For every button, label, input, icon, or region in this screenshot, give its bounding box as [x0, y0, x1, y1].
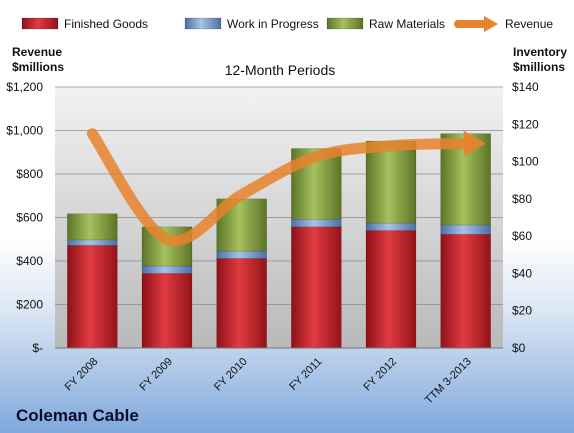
legend-label: Work in Progress: [227, 17, 319, 31]
x-tick-label: TTM 3-2013: [423, 356, 474, 407]
bar-raw-materials: [141, 226, 193, 267]
y-left-tick-label: $-: [32, 341, 43, 355]
bar-finished-goods: [291, 226, 342, 349]
y-left-axis-label-line2: $millions: [12, 60, 64, 74]
y-right-axis-label-line2: $millions: [513, 60, 565, 74]
company-title: Coleman Cable: [16, 406, 139, 425]
revenue-arrowhead: [463, 130, 486, 157]
bar-finished-goods: [216, 258, 267, 349]
legend-label: Revenue: [505, 17, 553, 31]
bar-work-in-progress: [67, 239, 118, 246]
y-right-tick-label: $140: [512, 80, 539, 94]
legend-swatch: [21, 17, 59, 30]
y-right-tick-label: $60: [512, 229, 532, 243]
bar-work-in-progress: [141, 265, 193, 274]
x-tick-label: FY 2009: [137, 356, 175, 394]
y-left-axis-label-line1: Revenue: [12, 45, 62, 59]
y-right-tick-label: $80: [512, 192, 532, 206]
y-right-axis-label-line1: Inventory: [513, 45, 567, 59]
x-tick-label: FY 2011: [287, 356, 324, 393]
bar-work-in-progress: [291, 219, 342, 228]
legend-label: Finished Goods: [64, 17, 148, 31]
x-tick-label: FY 2010: [212, 356, 250, 394]
legend-swatch: [184, 17, 222, 30]
x-tick-label: FY 2008: [63, 356, 101, 394]
y-left-tick-label: $800: [16, 167, 43, 181]
bar-work-in-progress: [216, 250, 267, 259]
bar-finished-goods: [440, 234, 491, 349]
legend-label: Raw Materials: [369, 17, 445, 31]
y-right-tick-label: $40: [512, 266, 532, 280]
y-right-tick-label: $100: [512, 155, 539, 169]
bar-raw-materials: [67, 213, 118, 241]
bar-finished-goods: [141, 273, 193, 349]
revenue-line: [86, 128, 472, 247]
y-left-tick-label: $1,000: [6, 124, 43, 138]
bar-finished-goods: [67, 245, 118, 349]
bar-work-in-progress: [365, 222, 417, 231]
y-right-tick-label: $20: [512, 304, 532, 318]
y-left-tick-label: $200: [16, 298, 43, 312]
y-left-tick-label: $400: [16, 254, 43, 268]
y-right-tick-label: $0: [512, 341, 526, 355]
y-left-tick-label: $1,200: [6, 80, 43, 94]
x-tick-label: FY 2012: [361, 356, 399, 394]
y-left-tick-label: $600: [16, 211, 43, 225]
bar-finished-goods: [365, 230, 417, 349]
bar-work-in-progress: [440, 224, 491, 235]
bar-raw-materials: [365, 140, 417, 224]
y-right-tick-label: $120: [512, 117, 539, 131]
legend-swatch: [326, 17, 364, 30]
chart-title: 12-Month Periods: [225, 62, 336, 78]
legend-swatch: [484, 16, 498, 32]
